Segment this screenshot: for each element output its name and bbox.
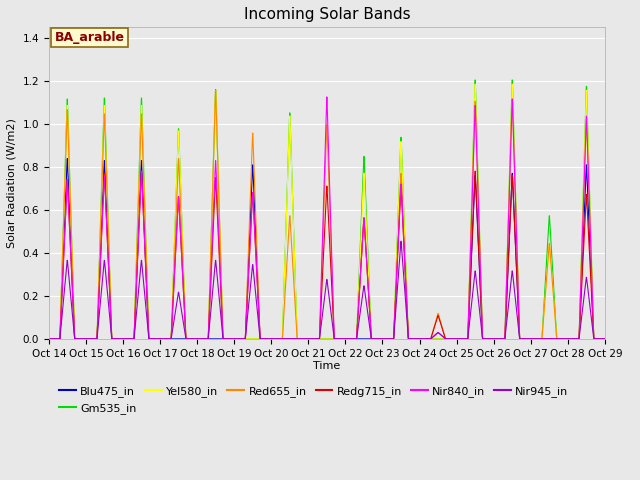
X-axis label: Time: Time — [313, 361, 340, 372]
Y-axis label: Solar Radiation (W/m2): Solar Radiation (W/m2) — [7, 118, 17, 248]
Text: BA_arable: BA_arable — [54, 31, 124, 44]
Legend: Blu475_in, Gm535_in, Yel580_in, Red655_in, Redg715_in, Nir840_in, Nir945_in: Blu475_in, Gm535_in, Yel580_in, Red655_i… — [54, 382, 573, 418]
Title: Incoming Solar Bands: Incoming Solar Bands — [244, 7, 410, 22]
